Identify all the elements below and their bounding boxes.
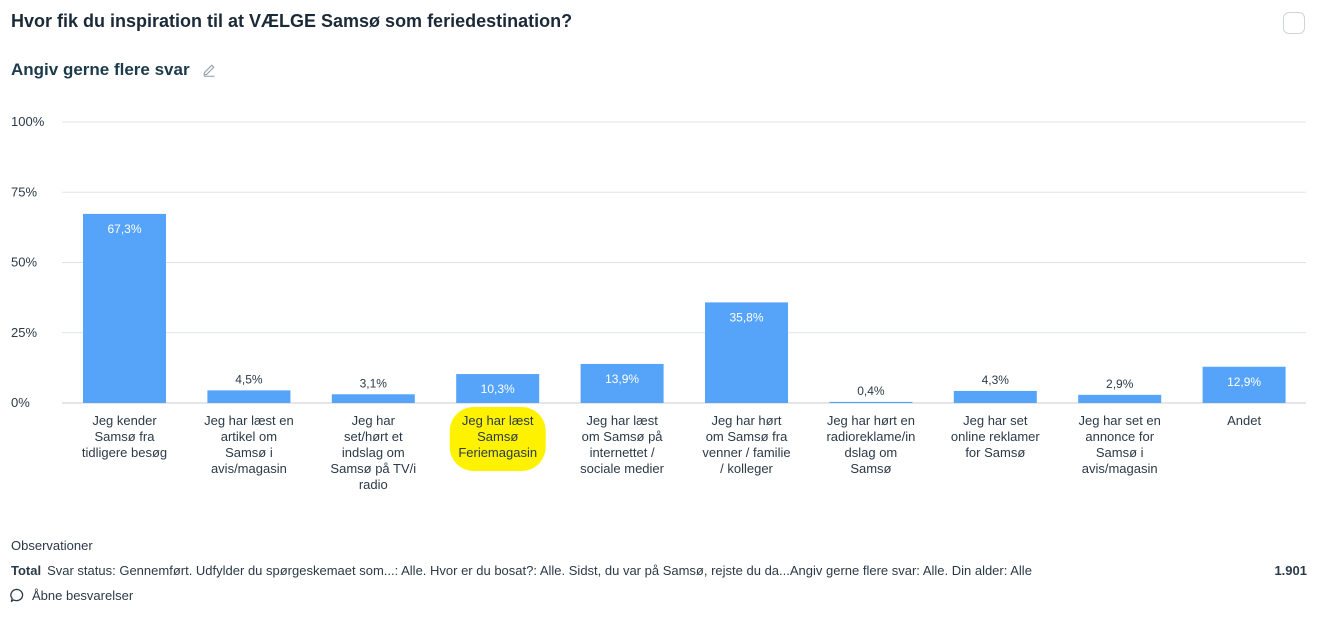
bar xyxy=(456,374,540,403)
bar xyxy=(207,390,291,403)
x-tick-label: Jeg har set en annonce for Samsø i avis/mag… xyxy=(1079,413,1161,476)
bar xyxy=(1202,366,1286,403)
chat-bubble-icon xyxy=(10,588,25,603)
x-tick-label: Jeg kender Samsø fra tidligere besøg xyxy=(82,413,167,460)
y-tick-label: 75% xyxy=(11,184,37,199)
total-label: Total xyxy=(11,563,42,578)
bar xyxy=(1078,394,1162,403)
data-label: 10,3% xyxy=(481,382,515,396)
data-label: 12,9% xyxy=(1227,375,1261,389)
data-label: 67,3% xyxy=(107,222,141,236)
y-tick-label: 0% xyxy=(11,395,30,410)
bar-chart: 0% 25% 50% 75% 100% 67,3% Jeg kender Samsø fra t… xyxy=(11,114,1306,492)
filter-text: Svar status: Gennemført. Udfylder du spø… xyxy=(47,563,1032,578)
open-answers-label: Åbne besvarelser xyxy=(32,588,134,603)
bar xyxy=(953,390,1037,403)
y-tick-label: 100% xyxy=(11,114,45,129)
data-label: 13,9% xyxy=(605,372,639,386)
subtitle-row: Angiv gerne flere svar xyxy=(11,60,217,80)
data-label: 4,3% xyxy=(982,373,1010,387)
total-row: Total Svar status: Gennemført. Udfylder d… xyxy=(11,563,1307,578)
select-checkbox[interactable] xyxy=(1283,12,1305,34)
bar xyxy=(829,401,913,403)
x-tick-label: Jeg har set/hørt et indslag om Samsø på TV/… xyxy=(330,413,416,492)
total-filters: Total Svar status: Gennemført. Udfylder d… xyxy=(11,563,1032,578)
chart-title: Hvor fik du inspiration til at VÆLGE Sam… xyxy=(11,11,573,31)
total-value: 1.901 xyxy=(1274,563,1307,578)
data-label: 3,1% xyxy=(360,376,388,390)
data-label: 2,9% xyxy=(1106,377,1134,391)
pencil-icon[interactable] xyxy=(201,62,217,78)
bar xyxy=(705,302,788,403)
x-tick-label: Jeg har læst Samsø Feriemagasin xyxy=(458,413,537,460)
data-label: 4,5% xyxy=(235,372,263,386)
highlight-marker xyxy=(449,407,546,471)
observations-label: Observationer xyxy=(11,538,93,553)
open-answers-link[interactable]: Åbne besvarelser xyxy=(10,588,133,603)
x-tick-label: Jeg har læst en artikel om Samsø i avis/mag… xyxy=(204,413,294,476)
bar xyxy=(580,363,664,403)
x-tick-label: Jeg har hørt om Samsø fra venner / familie… xyxy=(702,413,790,476)
data-label: 0,4% xyxy=(857,384,885,398)
y-tick-label: 25% xyxy=(11,325,37,340)
data-label: 35,8% xyxy=(729,310,763,324)
y-tick-label: 50% xyxy=(11,255,37,270)
chart-subtitle: Angiv gerne flere svar xyxy=(11,60,190,79)
x-tick-label: Jeg har hørt en radioreklame/in dslag om Sa… xyxy=(826,413,915,476)
bar xyxy=(83,213,166,403)
bar xyxy=(331,394,415,403)
x-tick-label: Andet xyxy=(1227,413,1261,428)
x-tick-label: Jeg har læst om Samsø på internettet / soci… xyxy=(580,413,664,476)
x-tick-label: Jeg har set online reklamer for Samsø xyxy=(951,413,1041,460)
